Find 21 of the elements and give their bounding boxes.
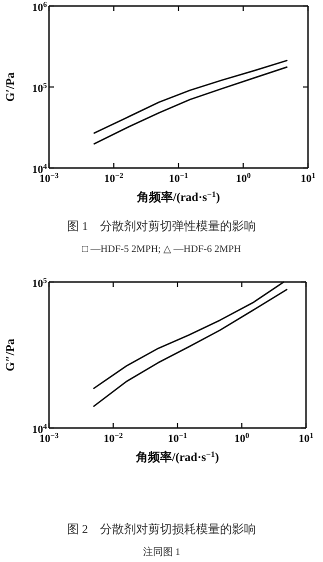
x-tick-label: 10$^{−1}$: [168, 170, 188, 185]
y-tick-label: 10$^{5}$: [32, 276, 48, 290]
text: 图 2 分散剂对剪切损耗模量的影响: [67, 522, 256, 536]
x-tick-label: 10$^{−2}$: [104, 170, 124, 185]
y-tick-label: 10$^{6}$: [32, 0, 48, 14]
y-tick-label: 10$^{4}$: [32, 422, 48, 436]
x-tick-label: 10$^{−1}$: [168, 430, 188, 445]
x-axis-title: 角频率/(rad·s$^{−1}$): [136, 190, 220, 204]
y-axis-title: G″/Pa: [3, 338, 17, 372]
text: □ —HDF-5 2MPH; △ —HDF-6 2MPH: [82, 244, 242, 255]
text: 注同图 1: [142, 546, 180, 558]
text: 图 1 分散剂对剪切弹性模量的影响: [67, 219, 256, 233]
y-tick-label: 10$^{4}$: [32, 162, 48, 176]
x-axis-title: 角频率/(rad·s$^{−1}$): [135, 450, 219, 464]
x-tick-label: 10$^{−2}$: [104, 430, 124, 445]
y-tick-label: 10$^{5}$: [32, 80, 48, 95]
x-tick-label: 10$^{0}$: [234, 430, 250, 445]
x-tick-label: 10$^{1}$: [300, 170, 316, 185]
x-tick-label: 10$^{1}$: [298, 430, 314, 445]
y-axis-title: G′/Pa: [3, 72, 17, 102]
x-tick-label: 10$^{0}$: [236, 170, 251, 185]
